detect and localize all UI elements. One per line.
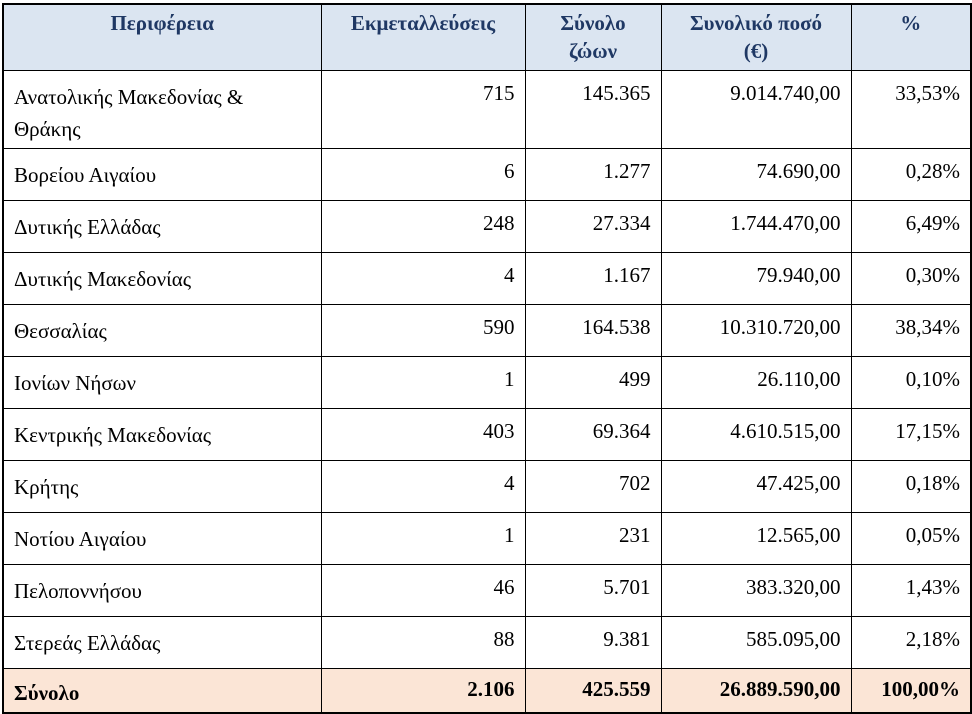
table-row: Ανατολικής Μακεδονίας & Θράκης 715 145.3… — [2, 69, 972, 149]
cell-region: Δυτικής Μακεδονίας — [2, 251, 322, 305]
cell-total-percent: 100,00% — [850, 667, 972, 714]
cell-animals: 164.538 — [524, 303, 662, 357]
cell-farms: 1 — [320, 511, 526, 565]
cell-animals: 231 — [524, 511, 662, 565]
cell-region: Ανατολικής Μακεδονίας & Θράκης — [2, 69, 322, 149]
column-header-animals: Σύνολο ζώων — [524, 3, 662, 71]
cell-animals: 69.364 — [524, 407, 662, 461]
cell-percent: 0,18% — [850, 459, 972, 513]
cell-amount: 79.940,00 — [660, 251, 852, 305]
cell-farms: 4 — [320, 459, 526, 513]
cell-amount: 9.014.740,00 — [660, 69, 852, 149]
cell-farms: 248 — [320, 199, 526, 253]
cell-region: Κρήτης — [2, 459, 322, 513]
cell-farms: 4 — [320, 251, 526, 305]
cell-farms: 1 — [320, 355, 526, 409]
column-header-region-label: Περιφέρεια — [110, 11, 215, 35]
cell-percent: 1,43% — [850, 563, 972, 617]
column-header-amount-label-line2: (€) — [743, 39, 769, 64]
cell-animals: 702 — [524, 459, 662, 513]
cell-total-animals: 425.559 — [524, 667, 662, 714]
table-row: Κεντρικής Μακεδονίας 403 69.364 4.610.51… — [2, 407, 972, 461]
cell-percent: 2,18% — [850, 615, 972, 669]
column-header-farms: Εκμεταλλεύσεις — [320, 3, 526, 71]
cell-total-farms: 2.106 — [320, 667, 526, 714]
cell-amount: 4.610.515,00 — [660, 407, 852, 461]
cell-percent: 6,49% — [850, 199, 972, 253]
table-row: Βορείου Αιγαίου 6 1.277 74.690,00 0,28% — [2, 147, 972, 201]
table-row: Πελοποννήσου 46 5.701 383.320,00 1,43% — [2, 563, 972, 617]
cell-animals: 499 — [524, 355, 662, 409]
cell-percent: 0,30% — [850, 251, 972, 305]
table-row: Κρήτης 4 702 47.425,00 0,18% — [2, 459, 972, 513]
total-row: Σύνολο 2.106 425.559 26.889.590,00 100,0… — [2, 667, 972, 714]
column-header-percent-label: % — [900, 11, 922, 35]
header-row: Περιφέρεια Εκμεταλλεύσεις Σύνολο ζώων Συ… — [2, 3, 972, 71]
column-header-farms-label: Εκμεταλλεύσεις — [350, 11, 496, 35]
cell-animals: 1.277 — [524, 147, 662, 201]
table-body: Ανατολικής Μακεδονίας & Θράκης 715 145.3… — [2, 69, 972, 714]
cell-amount: 383.320,00 — [660, 563, 852, 617]
regions-table: Περιφέρεια Εκμεταλλεύσεις Σύνολο ζώων Συ… — [2, 3, 972, 714]
cell-amount: 26.110,00 — [660, 355, 852, 409]
cell-farms: 6 — [320, 147, 526, 201]
cell-amount: 585.095,00 — [660, 615, 852, 669]
table-row: Νοτίου Αιγαίου 1 231 12.565,00 0,05% — [2, 511, 972, 565]
column-header-region: Περιφέρεια — [2, 3, 322, 71]
cell-percent: 0,05% — [850, 511, 972, 565]
cell-percent: 17,15% — [850, 407, 972, 461]
cell-percent: 33,53% — [850, 69, 972, 149]
cell-amount: 47.425,00 — [660, 459, 852, 513]
cell-total-amount: 26.889.590,00 — [660, 667, 852, 714]
cell-animals: 27.334 — [524, 199, 662, 253]
cell-region: Πελοποννήσου — [2, 563, 322, 617]
cell-region: Βορείου Αιγαίου — [2, 147, 322, 201]
column-header-animals-label-line1: Σύνολο — [560, 11, 626, 35]
table-row: Θεσσαλίας 590 164.538 10.310.720,00 38,3… — [2, 303, 972, 357]
cell-region: Θεσσαλίας — [2, 303, 322, 357]
cell-animals: 5.701 — [524, 563, 662, 617]
table-row: Ιονίων Νήσων 1 499 26.110,00 0,10% — [2, 355, 972, 409]
cell-farms: 590 — [320, 303, 526, 357]
table-header: Περιφέρεια Εκμεταλλεύσεις Σύνολο ζώων Συ… — [2, 3, 972, 71]
cell-percent: 0,28% — [850, 147, 972, 201]
column-header-amount: Συνολικό ποσό (€) — [660, 3, 852, 71]
cell-region: Ιονίων Νήσων — [2, 355, 322, 409]
cell-region: Κεντρικής Μακεδονίας — [2, 407, 322, 461]
cell-farms: 715 — [320, 69, 526, 149]
cell-farms: 403 — [320, 407, 526, 461]
cell-farms: 88 — [320, 615, 526, 669]
column-header-percent: % — [850, 3, 972, 71]
table-row: Στερεάς Ελλάδας 88 9.381 585.095,00 2,18… — [2, 615, 972, 669]
cell-amount: 74.690,00 — [660, 147, 852, 201]
cell-region: Δυτικής Ελλάδας — [2, 199, 322, 253]
column-header-amount-label-line1: Συνολικό ποσό — [689, 11, 823, 35]
table-row: Δυτικής Ελλάδας 248 27.334 1.744.470,00 … — [2, 199, 972, 253]
cell-region: Νοτίου Αιγαίου — [2, 511, 322, 565]
column-header-animals-label-line2: ζώων — [568, 39, 618, 64]
cell-animals: 145.365 — [524, 69, 662, 149]
cell-animals: 1.167 — [524, 251, 662, 305]
cell-percent: 38,34% — [850, 303, 972, 357]
cell-farms: 46 — [320, 563, 526, 617]
cell-region: Στερεάς Ελλάδας — [2, 615, 322, 669]
table-row: Δυτικής Μακεδονίας 4 1.167 79.940,00 0,3… — [2, 251, 972, 305]
cell-percent: 0,10% — [850, 355, 972, 409]
cell-amount: 1.744.470,00 — [660, 199, 852, 253]
cell-total-label: Σύνολο — [2, 667, 322, 714]
cell-amount: 12.565,00 — [660, 511, 852, 565]
cell-animals: 9.381 — [524, 615, 662, 669]
cell-amount: 10.310.720,00 — [660, 303, 852, 357]
